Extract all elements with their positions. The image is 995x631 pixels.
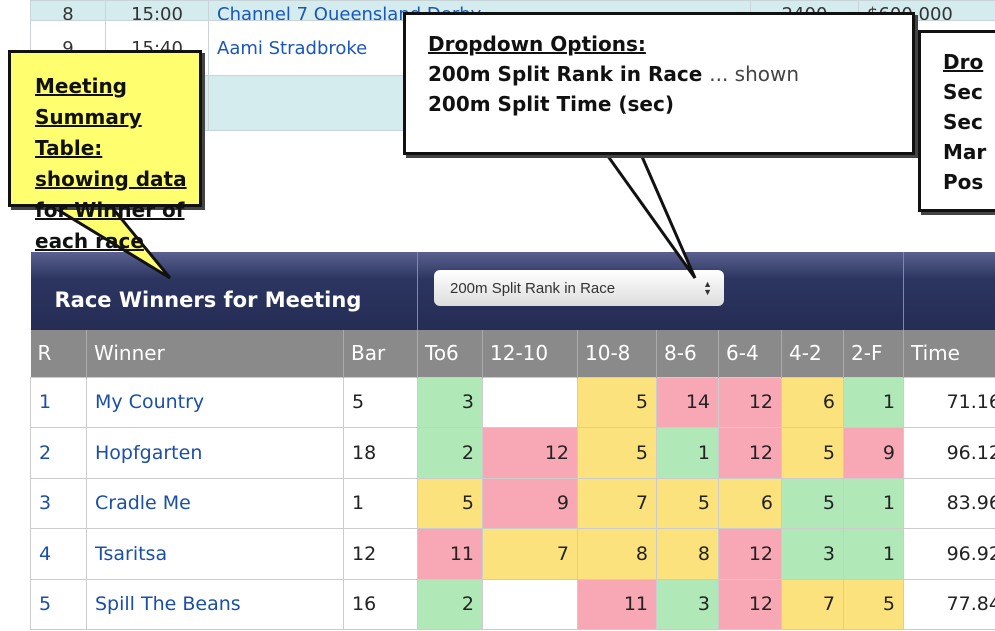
split-rank-cell: 5 [843, 578, 904, 630]
split-rank-cell: 12 [718, 376, 782, 428]
race-number-cell[interactable]: 5 [30, 578, 87, 630]
split-rank-cell: 11 [577, 578, 657, 630]
col-header-2-f[interactable]: 2-F [843, 330, 904, 377]
dropdown-option-2: 200m Split Time (sec) [428, 92, 674, 116]
dropdown-option-1: 200m Split Rank in Race [428, 62, 703, 86]
winner-cell[interactable]: Hopfgarten [86, 427, 344, 479]
dropdown-callout-title: Dropdown Options: [428, 32, 646, 56]
winner-cell[interactable]: Cradle Me [86, 477, 344, 529]
split-rank-cell: 8 [656, 528, 719, 580]
col-header-r[interactable]: R [30, 330, 87, 377]
split-rank-cell: 12 [718, 578, 782, 630]
winner-link[interactable]: 3 [39, 492, 52, 515]
split-rank-cell: 1 [843, 477, 904, 529]
right-callout-line: Sec [943, 80, 983, 104]
split-rank-cell: 1 [843, 528, 904, 580]
split-rank-cell: 5 [781, 427, 844, 479]
dropdown-callout-tail [602, 150, 697, 279]
winner-link[interactable]: Hopfgarten [95, 441, 203, 464]
split-rank-cell: 12 [718, 427, 782, 479]
barrier-cell: 18 [343, 427, 418, 479]
table-row: 4 Tsaritsa 12 11 7 8 8 12 3 1 96.92 [30, 528, 995, 580]
table-row: 5 Spill The Beans 16 2 11 3 12 7 5 77.84 [30, 578, 995, 630]
col-header-bar[interactable]: Bar [343, 330, 418, 377]
split-rank-cell: 12 [482, 427, 578, 479]
table-title: Race Winners for Meeting [30, 252, 418, 330]
split-rank-cell: 3 [656, 578, 719, 630]
dropdown-callout: Dropdown Options: 200m Split Rank in Rac… [403, 12, 915, 155]
time-cell: 77.84 [903, 578, 995, 630]
split-rank-cell: 6 [781, 376, 844, 428]
col-header-6-4[interactable]: 6-4 [718, 330, 782, 377]
split-rank-cell: 3 [417, 376, 483, 428]
winner-link[interactable]: Cradle Me [95, 492, 191, 515]
time-cell: 83.96 [903, 477, 995, 529]
race-number: 8 [30, 0, 106, 21]
race-number-cell[interactable]: 4 [30, 528, 87, 580]
barrier-cell: 5 [343, 376, 418, 428]
split-rank-cell: 9 [482, 477, 578, 529]
split-rank-cell: 2 [417, 578, 483, 630]
right-callout-line: Sec [943, 110, 983, 134]
table-row: 1 My Country 5 3 5 14 12 6 1 71.16 [30, 376, 995, 428]
split-rank-cell: 14 [656, 376, 719, 428]
right-callout-line: Pos [943, 170, 984, 194]
summary-callout: Meeting Summary Table: showing data for … [8, 50, 202, 253]
col-header-time[interactable]: Time [903, 330, 995, 377]
right-callout-title: Dro [943, 50, 984, 74]
split-rank-cell: 8 [577, 528, 657, 580]
time-cell: 96.92 [903, 528, 995, 580]
winner-link[interactable]: Spill The Beans [95, 593, 241, 616]
split-rank-cell: 7 [482, 528, 578, 580]
winner-link[interactable]: Tsaritsa [95, 542, 168, 565]
col-header-8-6[interactable]: 8-6 [656, 330, 719, 377]
winner-link[interactable]: 5 [39, 593, 52, 616]
col-header-winner[interactable]: Winner [86, 330, 344, 377]
split-type-select[interactable]: 200m Split Rank in Race ▲ ▼ [434, 270, 724, 307]
updown-arrow-icon: ▲ ▼ [703, 279, 712, 298]
split-rank-cell: 12 [718, 528, 782, 580]
summary-callout-text: Meeting Summary Table: showing data for … [35, 74, 187, 253]
winner-link[interactable]: 1 [39, 391, 52, 414]
race-link[interactable]: Aami Stradbroke [217, 37, 368, 59]
split-rank-cell: 9 [843, 427, 904, 479]
split-rank-cell [482, 578, 578, 630]
split-rank-cell: 5 [577, 376, 657, 428]
split-rank-cell: 5 [417, 477, 483, 529]
split-rank-cell: 6 [718, 477, 782, 529]
right-callout: Dro Sec Sec Mar Pos [918, 30, 995, 212]
split-rank-cell: 1 [843, 376, 904, 428]
winner-link[interactable]: My Country [95, 391, 205, 414]
split-rank-cell: 11 [417, 528, 483, 580]
split-rank-cell: 5 [781, 477, 844, 529]
time-cell: 71.16 [903, 376, 995, 428]
winner-link[interactable]: 4 [39, 542, 52, 565]
split-rank-cell: 7 [781, 578, 844, 630]
winner-cell[interactable]: Tsaritsa [86, 528, 344, 580]
split-rank-cell: 2 [417, 427, 483, 479]
col-header-4-2[interactable]: 4-2 [781, 330, 844, 377]
split-rank-cell: 5 [656, 477, 719, 529]
col-header-to6[interactable]: To6 [417, 330, 483, 377]
col-header-10-8[interactable]: 10-8 [577, 330, 657, 377]
race-winners-table: Race Winners for Meeting 200m Split Rank… [30, 252, 995, 630]
split-rank-cell [482, 376, 578, 428]
header-row: R Winner Bar To6 12-10 10-8 8-6 6-4 4-2 … [30, 330, 995, 377]
barrier-cell: 12 [343, 528, 418, 580]
dropdown-option-1-note: ... shown [709, 62, 800, 86]
winner-link[interactable]: 2 [39, 441, 52, 464]
col-header-12-10[interactable]: 12-10 [482, 330, 578, 377]
table-row: 3 Cradle Me 1 5 9 7 5 6 5 1 83.96 [30, 477, 995, 529]
table-row: 2 Hopfgarten 18 2 12 5 1 12 5 9 96.12 [30, 427, 995, 479]
time-cell: 96.12 [903, 427, 995, 479]
race-number-cell[interactable]: 1 [30, 376, 87, 428]
right-callout-line: Mar [943, 140, 987, 164]
winner-cell[interactable]: Spill The Beans [86, 578, 344, 630]
race-time: 15:00 [105, 0, 209, 21]
barrier-cell: 16 [343, 578, 418, 630]
split-rank-cell: 5 [577, 427, 657, 479]
select-value: 200m Split Rank in Race [450, 279, 616, 297]
